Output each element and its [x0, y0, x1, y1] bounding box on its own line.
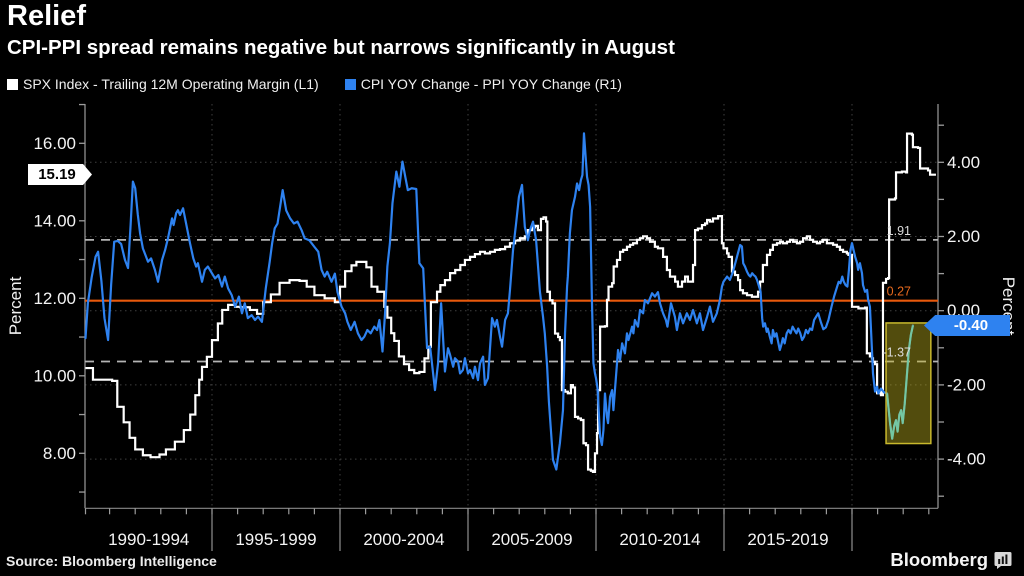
last-value-badge-left: 15.19: [28, 164, 92, 185]
legend: SPX Index - Trailing 12M Operating Margi…: [7, 76, 622, 92]
x-axis-group-label: 2000-2004: [363, 530, 444, 549]
left-axis-tick-label: 8.00: [43, 444, 76, 463]
annotation-value-label: 1.91: [887, 224, 911, 238]
legend-item-cpi-ppi: CPI YOY Change - PPI YOY Change (R1): [344, 76, 622, 92]
highlight-box: [885, 322, 932, 445]
left-axis-tick-label: 14.00: [33, 211, 76, 230]
axis-labels: 16.0014.0012.0010.008.004.002.000.00-2.0…: [33, 134, 985, 549]
chart-title: Relief: [7, 0, 86, 32]
legend-label: CPI YOY Change - PPI YOY Change (R1): [360, 76, 622, 92]
brand-logo: Bloomberg: [890, 549, 1012, 571]
series-spx-operating-margin: [85, 132, 936, 473]
series-cpi-ppi-spread: [84, 132, 915, 471]
brand-wordmark: Bloomberg: [890, 549, 988, 570]
left-axis-tick-label: 12.00: [33, 289, 76, 308]
last-value-badge-right: -0.40: [924, 315, 1010, 336]
x-axis-group-label: 1990-1994: [108, 530, 189, 549]
series-cpi-ppi-spread-highlighted: [886, 325, 914, 440]
legend-swatch-blue-icon: [344, 78, 356, 90]
annotation-value-label: -1.37: [883, 346, 912, 360]
right-axis-tick-label: 2.00: [947, 227, 980, 246]
bar-chart-icon: [994, 552, 1012, 569]
chart-subtitle: CPI-PPI spread remains negative but narr…: [7, 36, 675, 59]
grid-lines: [85, 104, 938, 509]
legend-item-spx-margin: SPX Index - Trailing 12M Operating Margi…: [7, 76, 319, 92]
left-axis-tick-label: 10.00: [33, 366, 76, 385]
annotation-value-label: 0.27: [887, 285, 911, 299]
x-axis-group-label: 1995-1999: [235, 530, 316, 549]
x-axis-group-label: 2015-2019: [747, 530, 828, 549]
right-axis-tick-label: -4.00: [947, 450, 986, 469]
axes: [79, 103, 944, 551]
left-axis-title: Percent: [6, 276, 25, 336]
annotation-lines: [85, 238, 938, 363]
source-note: Source: Bloomberg Intelligence: [6, 553, 217, 569]
left-axis-tick-label: 16.00: [33, 134, 76, 153]
right-axis-tick-label: -2.00: [947, 375, 986, 394]
legend-label: SPX Index - Trailing 12M Operating Margi…: [23, 76, 319, 92]
x-axis-group-label: 2010-2014: [619, 530, 700, 549]
legend-swatch-white-icon: [7, 78, 18, 90]
right-axis-tick-label: 4.00: [947, 153, 980, 172]
x-axis-group-label: 2005-2009: [491, 530, 572, 549]
